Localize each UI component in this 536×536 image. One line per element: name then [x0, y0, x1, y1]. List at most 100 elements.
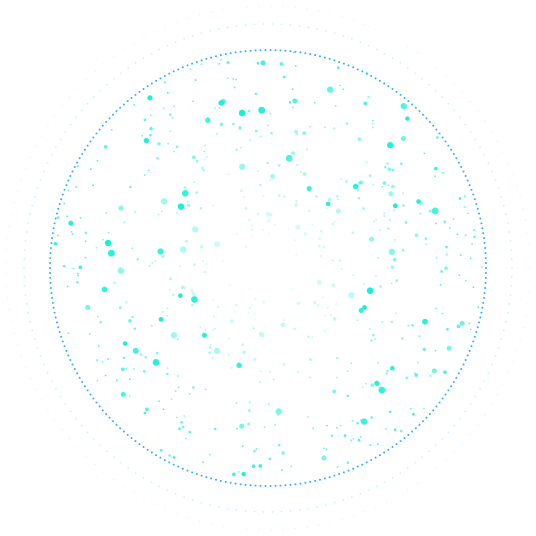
particle-dot — [256, 170, 259, 173]
ring-dot — [57, 207, 60, 210]
ring-dot — [435, 128, 438, 131]
ring-dot — [181, 467, 184, 470]
particle-dot — [291, 106, 294, 109]
ring-dot — [515, 184, 518, 187]
ring-dot — [365, 461, 368, 464]
ring-dot — [435, 66, 438, 69]
particle-dot — [441, 171, 444, 174]
particle-dot — [326, 424, 328, 427]
ring-dot — [484, 286, 487, 289]
particle-highlight — [177, 203, 185, 210]
ring-dot — [485, 267, 487, 269]
particle-dot — [321, 455, 327, 461]
particle-dot — [56, 216, 60, 219]
particle-dot — [449, 227, 451, 229]
particle-highlight — [292, 98, 298, 104]
particle-dot — [96, 359, 99, 361]
particle-dot — [395, 312, 397, 315]
particle-dot — [72, 267, 75, 270]
particle-dot — [348, 292, 355, 299]
particle-highlight — [416, 199, 421, 204]
particle-dot — [402, 204, 405, 207]
particle-dot — [261, 300, 266, 304]
ring-dot — [497, 187, 500, 190]
ring-dot — [325, 30, 327, 32]
ring-dot — [164, 508, 167, 510]
particle-dot — [346, 370, 349, 372]
particle-dot — [180, 420, 183, 424]
particle-dot — [371, 126, 374, 129]
particle-dot — [250, 223, 254, 227]
particle-dot — [407, 324, 410, 327]
particle-dot — [413, 372, 416, 375]
ring-dot — [483, 242, 486, 245]
ring-dot — [181, 66, 184, 69]
ring-dot — [105, 121, 108, 124]
particle-dot — [166, 367, 169, 370]
particle-highlight — [422, 318, 428, 325]
ring-dot — [318, 478, 321, 481]
ring-dot — [294, 6, 296, 9]
ring-dot — [452, 152, 455, 155]
ring-dot — [500, 338, 503, 340]
particle-dot — [361, 386, 364, 389]
ring-dot — [6, 297, 9, 299]
particle-dot — [423, 152, 426, 155]
ring-dot — [5, 249, 8, 251]
ring-dot — [59, 138, 62, 141]
ring-dot — [239, 50, 242, 53]
ring-dot — [210, 477, 213, 480]
particle-dot — [92, 184, 94, 187]
particle-dot — [75, 186, 78, 189]
particle-dot — [247, 109, 251, 113]
ring-dot — [421, 77, 424, 80]
ring-dot — [491, 170, 494, 173]
ring-dot — [508, 231, 511, 233]
ring-dot — [484, 281, 487, 284]
ring-dot — [307, 26, 310, 29]
ring-dot — [64, 403, 67, 405]
ring-dot — [198, 520, 201, 522]
ring-dot — [6, 237, 9, 239]
ring-dot — [314, 479, 317, 482]
particle-dot — [424, 237, 428, 240]
ring-dot — [61, 340, 64, 343]
particle-dot — [248, 409, 251, 412]
ring-dot — [23, 258, 26, 260]
particle-dot — [365, 382, 367, 385]
ring-dot — [370, 74, 373, 77]
ring-dot — [176, 512, 178, 515]
particle-dot — [154, 260, 157, 263]
ring-dot — [75, 116, 77, 119]
ring-dot — [155, 79, 158, 82]
particle-dot — [311, 335, 313, 338]
ring-dot — [111, 113, 114, 116]
particle-dot — [104, 374, 107, 377]
ring-dot — [375, 28, 377, 31]
particle-dot — [331, 259, 335, 262]
particle-dot — [400, 135, 406, 141]
ring-dot — [329, 521, 332, 524]
ring-dot — [85, 78, 87, 81]
particle-dot — [399, 429, 403, 433]
ring-dot — [112, 55, 115, 58]
ring-dot — [122, 103, 125, 106]
ring-dot — [209, 30, 211, 32]
particle-dot — [230, 366, 233, 369]
ring-dot — [450, 148, 453, 151]
ring-dot — [524, 314, 527, 317]
particle-dot — [262, 194, 265, 197]
ring-dot — [200, 474, 203, 477]
ring-dot — [342, 62, 345, 65]
particle-dot — [377, 256, 380, 259]
particle-dot — [409, 407, 412, 410]
ring-dot — [418, 110, 421, 113]
ring-dot — [42, 170, 45, 173]
particle-dot — [332, 389, 336, 394]
particle-dot — [95, 246, 98, 249]
ring-dot — [435, 467, 438, 470]
particle-dot — [372, 183, 375, 186]
particle-dot — [115, 379, 118, 382]
ring-dot — [497, 346, 500, 349]
